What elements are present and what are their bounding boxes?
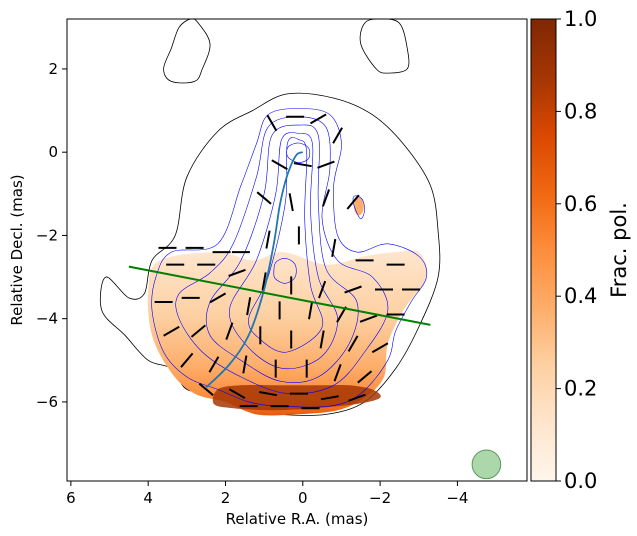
fractional-polarization-layer xyxy=(147,197,428,416)
evpa-vector xyxy=(319,330,325,349)
evpa-vector xyxy=(261,272,267,291)
high-polarization-region xyxy=(212,384,381,411)
x-tick-label: 0 xyxy=(298,489,308,507)
evpa-vector xyxy=(308,301,314,320)
evpa-vector xyxy=(246,297,252,316)
evpa-vector xyxy=(357,370,373,384)
evpa-vector xyxy=(271,159,288,171)
inner-contour-layer xyxy=(151,108,428,408)
x-tick-label: −2 xyxy=(369,489,391,507)
transverse-slice-line xyxy=(128,265,431,326)
outer-contour-layer xyxy=(100,19,441,416)
evpa-vector xyxy=(332,127,343,144)
evpa-vector xyxy=(333,363,342,382)
evpa-vector-layer xyxy=(154,113,420,410)
y-axis-ticks: 2 0 −2 −4 −6 xyxy=(36,60,67,411)
y-tick-label: 2 xyxy=(48,60,58,78)
evpa-vector xyxy=(321,189,331,207)
intensity-contour xyxy=(352,195,365,220)
colorbar: 0.0 0.2 0.4 0.6 0.8 1.0 Frac. pol. xyxy=(530,7,631,493)
evpa-vector xyxy=(346,194,360,210)
evpa-vector xyxy=(318,280,327,299)
colorbar-tick-label: 1.0 xyxy=(564,7,597,31)
evpa-vector xyxy=(359,314,378,323)
colorbar-tick-label: 0.4 xyxy=(564,284,597,308)
evpa-vector xyxy=(163,325,180,337)
evpa-vector xyxy=(242,355,248,374)
evpa-vector xyxy=(317,160,335,169)
evpa-vector xyxy=(293,162,312,168)
evpa-vector xyxy=(198,382,214,396)
y-tick-label: −2 xyxy=(36,226,58,244)
colorbar-tick-label: 0.0 xyxy=(564,469,597,493)
intensity-contour xyxy=(175,116,389,395)
polarized-emission-region xyxy=(147,250,428,416)
intensity-contour xyxy=(205,124,359,383)
evpa-vector xyxy=(228,388,246,399)
evpa-vector xyxy=(266,114,278,132)
evpa-vector xyxy=(320,395,339,401)
y-axis-label: Relative Decl. (mas) xyxy=(8,174,26,325)
evpa-vector xyxy=(347,335,359,352)
x-axis-ticks: 6 4 2 0 −2 −4 xyxy=(66,481,468,507)
beam-ellipse xyxy=(471,449,502,480)
intensity-contour xyxy=(151,108,428,408)
evpa-vector xyxy=(288,193,294,212)
x-axis-label: Relative R.A. (mas) xyxy=(226,510,369,528)
intensity-contour xyxy=(229,132,338,370)
evpa-vector xyxy=(180,352,194,368)
x-tick-label: −4 xyxy=(446,489,468,507)
outer-contour-island xyxy=(359,19,410,74)
y-tick-label: 0 xyxy=(48,143,58,161)
evpa-vector xyxy=(256,191,272,205)
polarized-blob xyxy=(353,197,364,216)
intensity-contour xyxy=(286,142,311,163)
plot-area xyxy=(100,19,502,480)
evpa-vector xyxy=(208,356,220,373)
jet-ridge-line xyxy=(205,151,304,389)
evpa-vector xyxy=(190,324,206,338)
outer-contour xyxy=(100,92,441,416)
evpa-vector xyxy=(344,285,362,294)
intensity-contour xyxy=(248,137,324,353)
x-tick-label: 6 xyxy=(66,489,76,507)
colorbar-gradient xyxy=(530,18,557,482)
evpa-vector xyxy=(348,393,366,402)
colorbar-ticks: 0.0 0.2 0.4 0.6 0.8 1.0 xyxy=(556,7,597,493)
evpa-vector xyxy=(228,268,246,277)
evpa-vector xyxy=(371,342,389,354)
evpa-vector xyxy=(225,322,234,340)
evpa-vector xyxy=(209,292,227,304)
beam-layer xyxy=(471,449,502,480)
plot-frame xyxy=(66,18,528,482)
y-tick-label: −6 xyxy=(36,393,58,411)
evpa-vector xyxy=(265,230,271,249)
colorbar-label: Frac. pol. xyxy=(607,202,631,298)
x-tick-label: 4 xyxy=(143,489,153,507)
evpa-vector xyxy=(331,238,337,257)
overlay-line-layer xyxy=(128,151,431,389)
y-tick-label: −4 xyxy=(36,310,58,328)
intensity-contour xyxy=(273,257,297,284)
colorbar-tick-label: 0.6 xyxy=(564,192,597,216)
x-tick-label: 2 xyxy=(221,489,231,507)
evpa-vector xyxy=(310,113,327,125)
evpa-vector xyxy=(258,391,278,397)
colorbar-tick-label: 0.8 xyxy=(564,99,597,123)
colorbar-tick-label: 0.2 xyxy=(564,377,597,401)
outer-contour-island xyxy=(163,19,211,84)
